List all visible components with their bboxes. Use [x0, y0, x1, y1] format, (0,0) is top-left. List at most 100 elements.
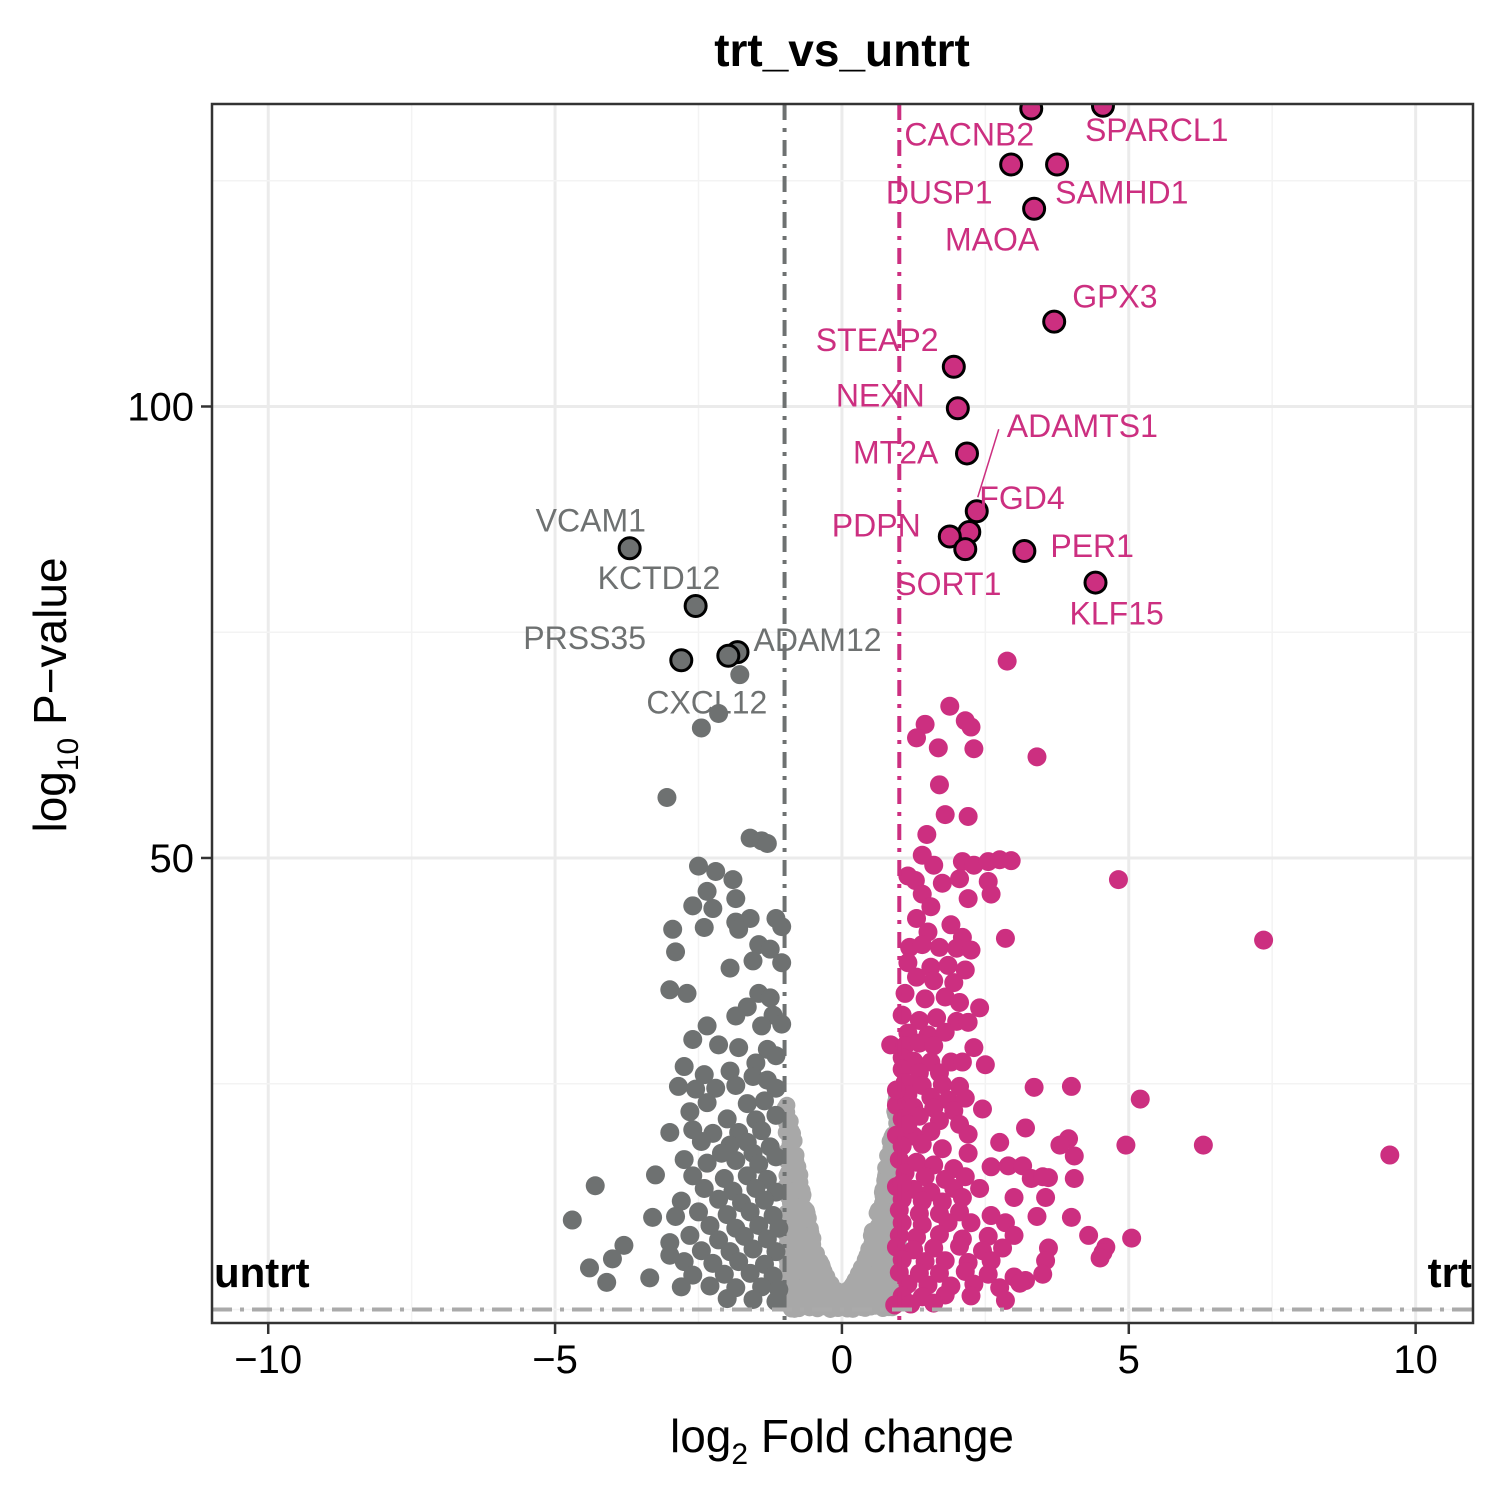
up-point: [1033, 1167, 1053, 1187]
labeled-point: [1090, 104, 1115, 118]
down-point: [697, 1153, 717, 1173]
up-point: [958, 1143, 978, 1163]
up-point: [961, 1286, 981, 1306]
up-point: [952, 1052, 972, 1072]
ns-point: [782, 1158, 800, 1176]
down-point: [640, 1268, 660, 1288]
down-point: [666, 1206, 686, 1226]
up-point: [895, 983, 915, 1003]
up-point: [892, 1173, 912, 1193]
down-point: [645, 1165, 665, 1185]
down-point: [666, 942, 686, 962]
down-point: [686, 1079, 706, 1099]
down-point: [680, 1102, 700, 1122]
up-point: [958, 1124, 978, 1144]
up-point: [881, 1035, 901, 1055]
up-point: [1050, 1135, 1070, 1155]
up-point: [964, 1038, 984, 1058]
labeled-point: [953, 537, 978, 562]
up-point: [924, 971, 944, 991]
up-point: [1036, 1187, 1056, 1207]
gene-label-maoa: MAOA: [945, 222, 1040, 258]
up-point: [964, 855, 984, 875]
down-point: [740, 1202, 760, 1222]
up-point: [912, 845, 932, 865]
down-point: [706, 1078, 726, 1098]
up-point: [932, 1139, 952, 1159]
down-point: [720, 1061, 740, 1081]
gene-label-cacnb2: CACNB2: [904, 117, 1034, 153]
up-point: [921, 897, 941, 917]
down-point: [643, 1207, 663, 1227]
down-point: [717, 1205, 737, 1225]
x-tick-label: −5: [532, 1338, 578, 1382]
up-point: [990, 1132, 1010, 1152]
up-point: [993, 1238, 1013, 1258]
group-label-trt: trt: [1428, 1249, 1472, 1296]
labeled-point: [1022, 196, 1047, 221]
labeled-point: [945, 396, 970, 421]
up-point: [935, 1022, 955, 1042]
down-point: [766, 1291, 786, 1311]
down-point: [668, 1076, 688, 1096]
down-point: [720, 958, 740, 978]
labeled-point: [683, 594, 708, 619]
gene-label-klf15: KLF15: [1070, 596, 1164, 632]
labeled-point: [716, 643, 741, 668]
down-point: [674, 1252, 694, 1272]
gene-label-vcam1: VCAM1: [536, 502, 646, 538]
up-point: [1004, 1187, 1024, 1207]
y-axis-label-suffix: P−value: [24, 557, 76, 737]
up-point: [970, 1178, 990, 1198]
down-point: [694, 918, 714, 938]
up-point: [1001, 851, 1021, 871]
down-point: [743, 1066, 763, 1086]
gene-label-gpx3: GPX3: [1072, 279, 1157, 315]
up-point: [909, 1033, 929, 1053]
down-point: [614, 1235, 634, 1255]
up-point: [950, 1236, 970, 1256]
up-point: [1122, 1228, 1142, 1248]
up-point: [961, 717, 981, 737]
ns-points: [776, 1084, 908, 1318]
down-point: [663, 919, 683, 939]
down-point: [729, 1038, 749, 1058]
ns-point: [793, 1182, 811, 1200]
up-point: [935, 805, 955, 825]
down-point: [674, 1057, 694, 1077]
up-point: [927, 1008, 947, 1028]
up-point: [955, 1088, 975, 1108]
up-point: [929, 1263, 949, 1283]
y-axis-label: log10 P−value: [24, 557, 85, 832]
up-point: [995, 1290, 1015, 1310]
up-point: [964, 739, 984, 759]
x-tick-label: 0: [831, 1338, 853, 1382]
down-point: [700, 1276, 720, 1296]
up-point: [932, 1075, 952, 1095]
down-point: [723, 870, 743, 890]
gene-label-adam12: ADAM12: [754, 622, 882, 658]
down-point: [671, 1191, 691, 1211]
ns-point: [823, 1283, 841, 1301]
ns-point: [809, 1285, 827, 1303]
down-point: [717, 1109, 737, 1129]
down-point: [711, 1143, 731, 1163]
up-point: [950, 869, 970, 889]
label-connector-adamts1: [977, 429, 1000, 498]
labeled-point: [1019, 104, 1044, 121]
down-point: [726, 1150, 746, 1170]
down-point: [766, 1078, 786, 1098]
down-points: [562, 665, 792, 1311]
up-point: [952, 1187, 972, 1207]
up-point: [961, 1213, 981, 1233]
x-axis-label-sub: 2: [731, 1438, 748, 1471]
down-point: [683, 896, 703, 916]
up-point: [917, 824, 937, 844]
gene-labels: SPARCL1 CACNB2 DUSP1 SAMHD1 MAOA GPX3 STEAP2 NE…: [523, 112, 1228, 721]
up-point: [1380, 1145, 1400, 1165]
threshold-lines: [212, 104, 1473, 1323]
down-point: [709, 1035, 729, 1055]
down-point: [737, 1094, 757, 1114]
y-axis-label-sub: 10: [52, 738, 85, 771]
ns-point: [792, 1212, 810, 1230]
